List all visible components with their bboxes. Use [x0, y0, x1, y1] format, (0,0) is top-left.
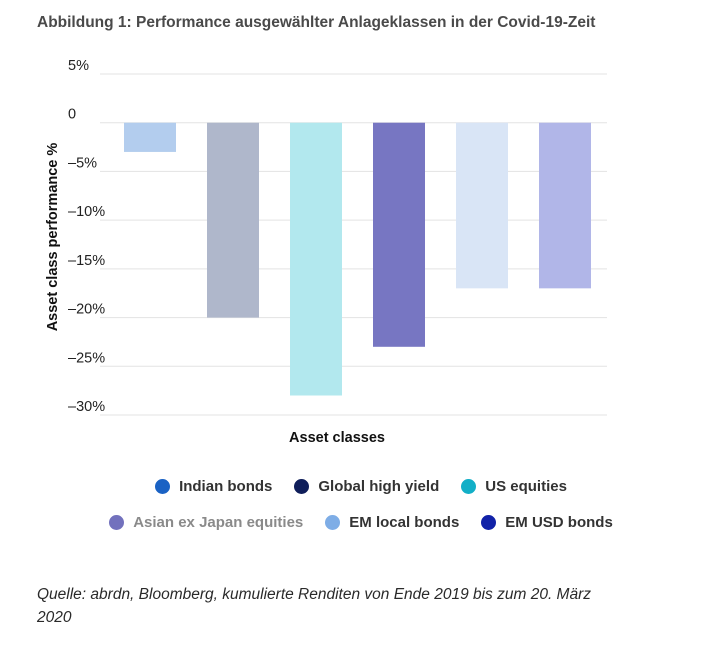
- legend-label: Asian ex Japan equities: [133, 514, 304, 531]
- legend-swatch: [325, 515, 341, 530]
- y-tick-label: –15%: [68, 253, 105, 269]
- bar-em-local-bonds: [456, 122, 508, 289]
- legend-swatch: [481, 515, 497, 530]
- legend-label: US equities: [485, 478, 567, 495]
- bar-asian-ex-japan-equities: [373, 122, 425, 347]
- legend-swatch: [155, 479, 171, 494]
- legend-label: Indian bonds: [179, 478, 273, 495]
- y-tick-label: 0: [68, 107, 76, 123]
- y-tick-label: –10%: [68, 204, 105, 220]
- legend-row-2: Asian ex Japan equities EM local bonds EM …: [0, 514, 722, 531]
- bars: [124, 122, 591, 396]
- legend-swatch: [461, 479, 477, 494]
- y-tick-label: –20%: [68, 302, 105, 318]
- y-tick-label: –25%: [68, 350, 105, 366]
- chart-title: Abbildung 1: Performance ausgewählter An…: [37, 14, 596, 31]
- bar-indian-bonds: [124, 122, 176, 152]
- legend-item: Global high yield: [294, 478, 439, 495]
- bar-em-usd-bonds: [539, 122, 591, 289]
- legend-item: US equities: [461, 478, 567, 495]
- bar-global-high-yield: [207, 122, 259, 318]
- bar-chart: 5% 0 –5% –10% –15% –20% –25% –30% Asset class p…: [45, 58, 607, 446]
- legend-label: EM local bonds: [349, 514, 460, 531]
- y-axis-title: Asset class performance %: [45, 143, 61, 332]
- y-tick-label: 5%: [68, 58, 89, 74]
- gridlines: [100, 73, 607, 416]
- legend-item: EM local bonds: [325, 514, 459, 531]
- legend-row-1: Indian bonds Global high yield US equities: [0, 478, 722, 495]
- bar-us-equities: [290, 122, 342, 396]
- legend-item: Asian ex Japan equities: [109, 514, 303, 531]
- y-axis-ticks: 5% 0 –5% –10% –15% –20% –25% –30%: [68, 58, 105, 415]
- x-axis-title: Asset classes: [289, 430, 385, 446]
- legend-swatch: [109, 515, 125, 530]
- source-note: Quelle: abrdn, Bloomberg, kumulierte Ren…: [37, 586, 591, 626]
- legend-item: EM USD bonds: [481, 514, 613, 531]
- legend-label: EM USD bonds: [505, 514, 613, 531]
- y-tick-label: –5%: [68, 155, 97, 171]
- legend-swatch: [294, 479, 310, 494]
- legend-item: Indian bonds: [155, 478, 272, 495]
- y-tick-label: –30%: [68, 399, 105, 415]
- legend-label: Global high yield: [318, 478, 440, 495]
